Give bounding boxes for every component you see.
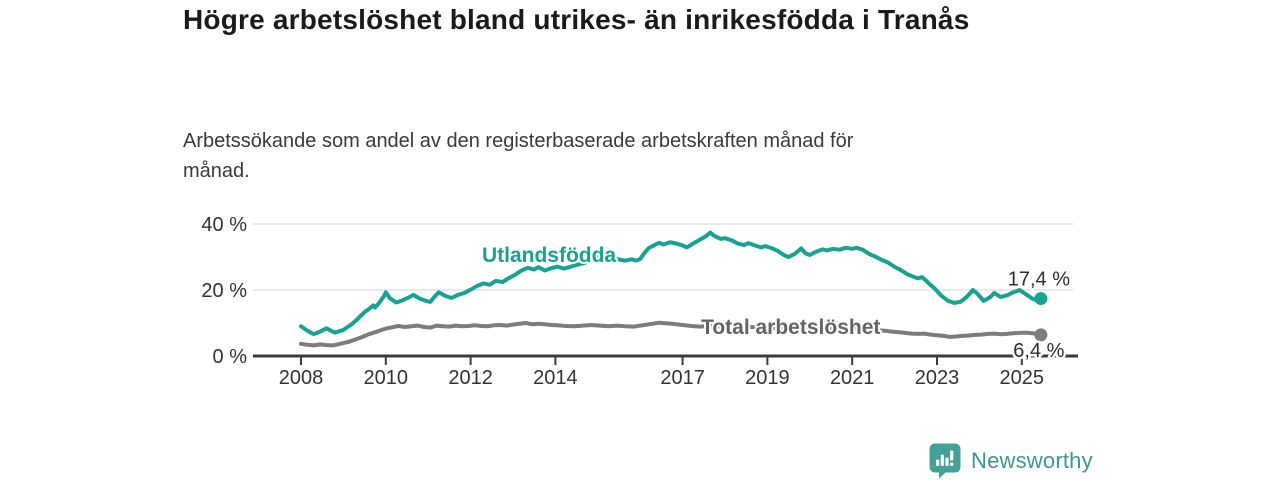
series-label-total-arbetsloshet: Total arbetslöshet bbox=[701, 316, 880, 339]
y-axis-tick-label: 0 % bbox=[213, 346, 248, 368]
chart-subtitle: Arbetssökande som andel av den registerb… bbox=[183, 130, 854, 182]
x-axis-tick-label: 2012 bbox=[448, 367, 493, 389]
bar-chart-speech-bubble-icon bbox=[929, 443, 961, 479]
x-axis-tick-label: 2019 bbox=[745, 367, 790, 389]
series-label-utlandsfodda: Utlandsfödda bbox=[482, 244, 616, 267]
x-axis-tick-label: 2023 bbox=[915, 367, 960, 389]
page-title: Högre arbetslöshet bland utrikes- än inr… bbox=[183, 4, 970, 35]
series-end-value-label-total-arbetsloshet: 6,4 % bbox=[1013, 340, 1064, 362]
x-axis-tick-label: 2017 bbox=[660, 367, 705, 389]
series-end-dot-total-arbetsloshet bbox=[1034, 328, 1048, 342]
series-line-total-arbetsloshet bbox=[299, 320, 1043, 348]
series-end-value-label-utlandsfodda: 17,4 % bbox=[1008, 269, 1070, 291]
series-line-utlandsfodda bbox=[299, 230, 1043, 337]
x-axis-tick-label: 2014 bbox=[533, 367, 578, 389]
x-axis-tick-label: 2008 bbox=[279, 367, 324, 389]
x-axis-tick-label: 2025 bbox=[1000, 367, 1045, 389]
newsworthy-logo: Newsworthy bbox=[928, 442, 1093, 479]
y-axis-tick-label: 20 % bbox=[201, 280, 247, 302]
y-axis-tick-label: 40 % bbox=[201, 214, 247, 236]
series-end-dot-utlandsfodda bbox=[1034, 292, 1048, 306]
newsworthy-logo-text: Newsworthy bbox=[971, 447, 1093, 473]
x-axis-tick-label: 2021 bbox=[830, 367, 875, 389]
x-axis-tick-label: 2010 bbox=[364, 367, 409, 389]
